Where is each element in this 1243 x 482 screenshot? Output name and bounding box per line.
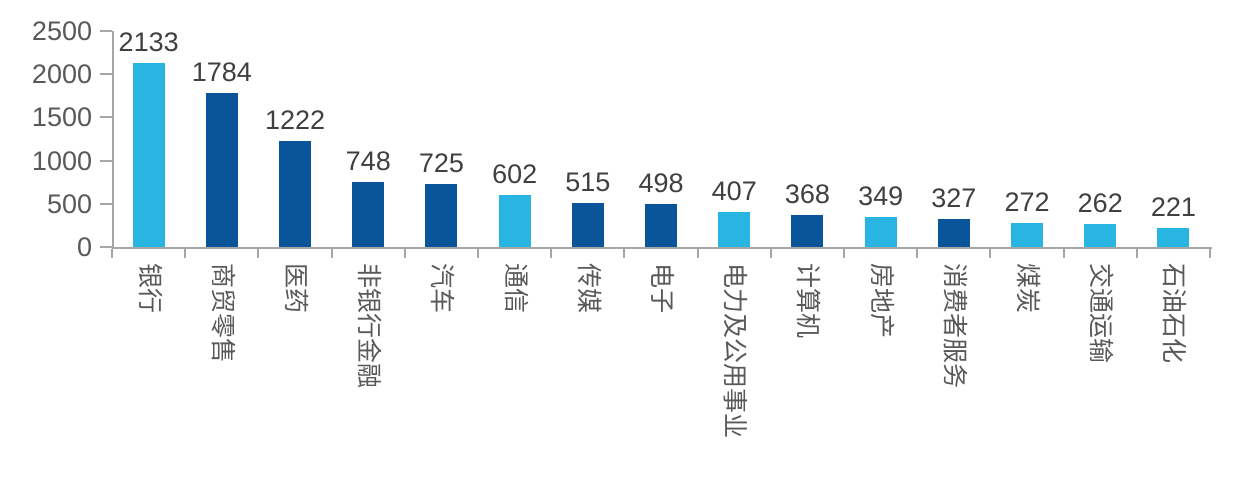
bar-value-label: 262 — [1077, 188, 1123, 218]
category-label: 非银行金融 — [354, 263, 383, 389]
bar-value-label: 1784 — [191, 57, 252, 87]
bar-5 — [425, 184, 458, 247]
bar-value-label: 407 — [711, 176, 757, 206]
bar-value-label: 221 — [1150, 192, 1196, 222]
category-label: 传媒 — [573, 263, 602, 314]
bar-value-label: 602 — [492, 159, 538, 189]
y-axis-tick-mark — [100, 202, 112, 205]
bar-value-label: 349 — [858, 181, 904, 211]
category-label: 汽车 — [427, 263, 456, 314]
category-label: 医药 — [281, 263, 309, 314]
x-axis-tick-mark — [403, 249, 406, 258]
category-label: 商贸零售 — [207, 263, 236, 364]
bar-2 — [205, 93, 238, 247]
y-axis-tick-label: 2500 — [31, 16, 92, 46]
y-axis-line — [112, 31, 114, 249]
x-axis-tick-mark — [769, 249, 772, 258]
category-label: 计算机 — [793, 263, 822, 339]
y-axis-tick-mark — [100, 159, 112, 162]
x-axis-tick-mark — [696, 249, 699, 258]
x-axis-tick-mark — [111, 249, 113, 258]
category-label: 消费者服务 — [939, 263, 968, 389]
x-axis-tick-mark — [623, 249, 626, 258]
category-label: 交通运输 — [1086, 263, 1115, 364]
x-axis-tick-mark — [989, 249, 992, 258]
x-axis-tick-mark — [916, 249, 919, 258]
bar-4 — [352, 182, 385, 247]
y-axis-tick-label: 1500 — [31, 102, 92, 133]
bar-13 — [1011, 223, 1043, 247]
bar-value-label: 272 — [1004, 187, 1050, 217]
x-axis-tick-mark — [843, 249, 845, 258]
y-axis-tick-label: 0 — [76, 232, 92, 262]
bar-value-label: 725 — [418, 148, 464, 178]
x-axis-tick-mark — [184, 249, 187, 258]
x-axis-tick-mark — [1062, 249, 1065, 258]
x-axis-tick-mark — [477, 249, 479, 258]
x-axis-tick-mark — [257, 249, 260, 258]
y-axis-tick-label: 1000 — [31, 145, 92, 176]
bar-7 — [571, 203, 604, 247]
bar-10 — [791, 215, 824, 247]
category-label: 电子 — [647, 263, 675, 314]
bar-value-label: 515 — [565, 167, 611, 197]
bar-1 — [132, 63, 165, 247]
bar-value-label: 2133 — [118, 27, 179, 57]
y-axis-tick-label: 2000 — [31, 59, 92, 90]
x-axis-tick-mark — [330, 249, 333, 258]
bar-8 — [645, 204, 677, 247]
bar-value-label: 368 — [784, 179, 830, 209]
category-label: 煤炭 — [1013, 263, 1041, 314]
x-axis-line — [112, 247, 1212, 249]
bar-value-label: 1222 — [264, 105, 326, 135]
bar-12 — [937, 219, 970, 247]
y-axis-tick-mark — [100, 30, 112, 32]
category-label: 电力及公用事业 — [720, 263, 749, 439]
bar-6 — [498, 195, 531, 247]
y-axis-tick-label: 500 — [46, 188, 92, 219]
x-axis-tick-mark — [550, 249, 553, 258]
category-label: 石油石化 — [1159, 263, 1188, 364]
x-axis-tick-mark — [1135, 249, 1138, 258]
bar-3 — [279, 141, 311, 247]
x-axis-tick-mark — [1209, 249, 1211, 258]
y-axis-tick-mark — [100, 116, 112, 119]
bar-15 — [1157, 228, 1190, 247]
category-label: 房地产 — [866, 263, 895, 339]
bar-value-label: 327 — [931, 183, 977, 213]
y-axis-tick-mark — [100, 73, 112, 76]
category-label: 通信 — [500, 263, 529, 314]
category-label: 银行 — [134, 263, 163, 314]
bar-11 — [864, 217, 897, 247]
bar-14 — [1084, 224, 1117, 247]
bar-value-label: 748 — [345, 146, 391, 176]
bar-9 — [718, 212, 751, 247]
y-axis-tick-mark — [100, 246, 112, 248]
bar-value-label: 498 — [638, 168, 684, 198]
